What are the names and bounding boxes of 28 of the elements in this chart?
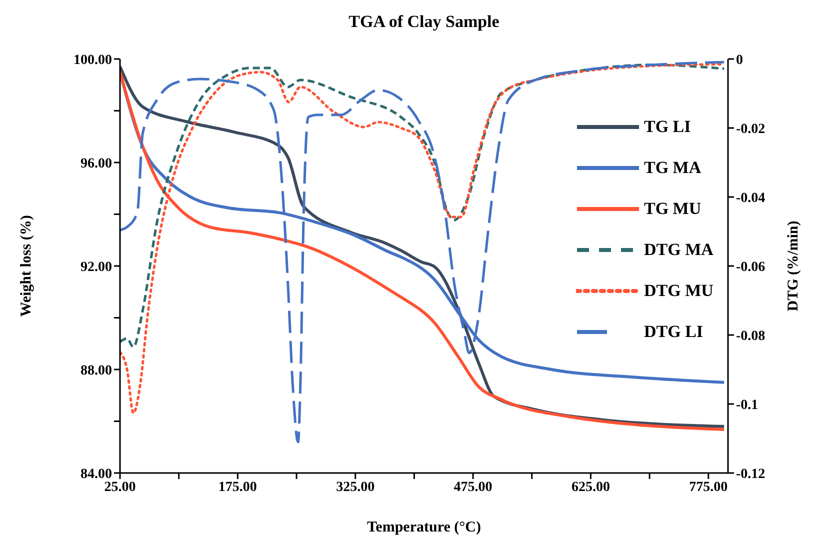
y-tick-label: 84.00 [80, 466, 112, 482]
y-axis-title: Weight loss (%) [18, 215, 34, 317]
legend-label: DTG MU [644, 280, 714, 300]
x-tick-label: 175.00 [218, 480, 257, 495]
chart-title: TGA of Clay Sample [348, 12, 500, 32]
y2-tick-label: -0.08 [736, 328, 766, 344]
y2-axis-title: DTG (%/min) [785, 220, 802, 312]
y2-tick-label: -0.1 [736, 398, 758, 413]
y2-tick-label: -0.02 [736, 122, 766, 137]
legend-label: DTG MA [644, 240, 714, 260]
y2-tick-label: -0.04 [736, 190, 766, 206]
y-tick-label: 92.00 [80, 260, 112, 275]
x-tick-label: 775.00 [689, 480, 728, 495]
y-tick-label: 100.00 [74, 52, 112, 68]
legend-label: TG MA [644, 158, 702, 178]
x-axis-title: Temperature (°C) [367, 520, 481, 536]
x-tick-label: 475.00 [454, 480, 492, 495]
x-tick-label: 325.00 [336, 480, 375, 495]
y2-tick-label: -0.12 [736, 466, 766, 482]
legend-label: DTG LI [644, 322, 704, 342]
x-tick-label: 25.00 [104, 480, 136, 495]
y2-tick-label: 0 [736, 52, 743, 68]
legend-label: TG MU [644, 198, 702, 218]
y-tick-label: 88.00 [80, 363, 112, 378]
y2-tick-label: -0.06 [736, 260, 766, 275]
legend-label: TG LI [644, 116, 691, 136]
x-tick-label: 625.00 [571, 480, 610, 495]
y-tick-label: 96.00 [80, 156, 112, 172]
